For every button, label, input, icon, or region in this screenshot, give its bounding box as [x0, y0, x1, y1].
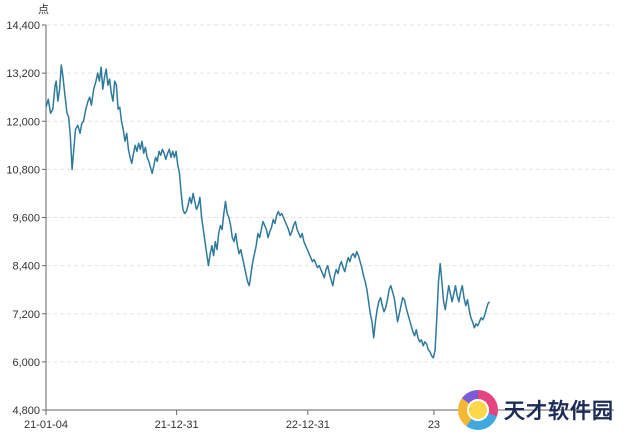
x-tick-label: 21-12-31	[155, 419, 199, 431]
y-tick-label: 12,000	[6, 116, 40, 128]
y-gridlines	[46, 24, 614, 363]
x-tick-label: 21-01-04	[24, 419, 68, 431]
y-tick-label: 13,200	[6, 68, 40, 80]
y-tick-label: 8,400	[12, 261, 40, 273]
y-tick-label: 6,000	[12, 357, 40, 369]
y-tick-label: 4,800	[12, 405, 40, 417]
series-layer	[45, 64, 491, 359]
y-axis-unit-label: 点	[38, 3, 49, 16]
y-tick-label: 7,200	[12, 309, 40, 321]
y-tick-label: 9,600	[12, 213, 40, 225]
x-tick-label: 23	[428, 419, 440, 431]
x-axis-tick-labels: 21-01-04 21-12-31 22-12-31 23	[24, 410, 440, 431]
watermark-text: 天才软件园	[504, 399, 614, 423]
y-tick-label: 14,400	[6, 20, 40, 32]
y-axis-tick-labels: 4,800 6,000 7,200 8,400 9,600 10,800 12,000 13,…	[6, 20, 46, 417]
circular-logo-icon	[458, 390, 498, 430]
watermark: 天才软件园	[458, 386, 636, 434]
y-tick-label: 10,800	[6, 164, 40, 176]
series-line-0	[45, 64, 491, 359]
x-tick-label: 22-12-31	[286, 419, 330, 431]
